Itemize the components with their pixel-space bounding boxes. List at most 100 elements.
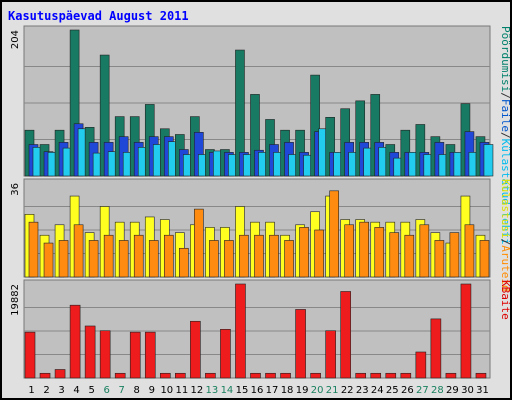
- x-tick-label: 5: [88, 385, 94, 396]
- bar-KBaite: [24, 331, 36, 379]
- x-tick-label: 26: [401, 385, 414, 396]
- x-tick-label: 15: [236, 385, 249, 396]
- bar-Aruteid: [73, 224, 84, 278]
- bar-Aruteid: [344, 224, 354, 278]
- bar-Aruteid: [434, 240, 445, 278]
- bar-KBaite: [175, 372, 186, 379]
- x-tick-label: 1: [28, 385, 34, 396]
- bar-KBaite: [370, 372, 382, 379]
- panel-legend: Külastusi/Aruteid: [499, 179, 512, 292]
- panel-mid: 36 Külastusi/Aruteid: [10, 178, 512, 292]
- panel-bottom: 19882 KBaite: [10, 279, 512, 379]
- bar-KBaite: [54, 369, 66, 379]
- y-tick-label: 36: [10, 183, 21, 196]
- x-tick-label: 3: [58, 385, 64, 396]
- bar-KBaite: [355, 372, 367, 379]
- x-tick-label: 8: [134, 385, 140, 396]
- bar-KBaite: [445, 372, 457, 379]
- bar-Aruteid: [43, 242, 54, 278]
- bar-Aruteid: [148, 240, 159, 278]
- bar-KBaite: [250, 372, 261, 379]
- bar-KBaite: [159, 372, 171, 379]
- bar-Aruteid: [224, 240, 234, 278]
- legend-entry: /: [499, 132, 512, 139]
- legend-entry: Aruteid: [499, 245, 512, 291]
- bar-KBaite: [310, 372, 321, 379]
- bar-Aruteid: [179, 247, 189, 278]
- y-tick-label: 19882: [10, 284, 21, 316]
- bar-Aruteid: [419, 224, 430, 278]
- bar-KBaite: [205, 372, 216, 379]
- bar-KBaite: [129, 331, 141, 379]
- x-tick-label: 4: [73, 385, 79, 396]
- bar-Aruteid: [254, 234, 264, 278]
- bar-Aruteid: [284, 240, 294, 278]
- legend-entry: KBaite: [499, 280, 512, 320]
- x-tick-label: 2: [43, 385, 49, 396]
- bar-Aruteid: [269, 234, 279, 278]
- bar-Aruteid: [194, 208, 204, 278]
- bar-KBaite: [385, 372, 397, 379]
- bar-KBaite: [84, 325, 96, 379]
- x-tick-label: 20: [311, 385, 324, 396]
- legend-entry: /: [499, 92, 512, 99]
- bar-KBaite: [220, 329, 231, 379]
- x-tick-label: 7: [119, 385, 125, 396]
- bar-Aruteid: [464, 224, 475, 278]
- bar-Aruteid: [28, 221, 39, 278]
- bar-KBaite: [99, 330, 111, 379]
- bar-Aruteid: [374, 227, 385, 278]
- bar-Külastatud lehti: [483, 144, 494, 177]
- bar-Aruteid: [314, 229, 324, 278]
- y-tick-label: 204: [10, 30, 21, 49]
- bar-KBaite: [39, 372, 51, 379]
- bar-Aruteid: [359, 221, 370, 278]
- bar-KBaite: [475, 372, 487, 379]
- chart-title: Kasutuspäevad August 2011: [8, 9, 189, 23]
- bar-KBaite: [295, 309, 306, 379]
- bar-Aruteid: [329, 190, 339, 278]
- x-tick-label: 18: [281, 385, 294, 396]
- x-tick-label: 28: [431, 385, 444, 396]
- bar-KBaite: [415, 351, 427, 379]
- bar-KBaite: [400, 372, 412, 379]
- bar-Aruteid: [103, 234, 114, 278]
- x-tick-label: 9: [149, 385, 155, 396]
- x-axis: 1 2 3 4 5 6 7 8 9 10 11 12 13 14 15 16 17 18 19 20 21 22 23 24 2…: [28, 385, 489, 396]
- panel-legend: Pöördumisi/Faile/Külastatud lehti: [499, 26, 512, 245]
- bar-Aruteid: [239, 234, 249, 278]
- bar-Aruteid: [479, 240, 490, 278]
- bar-KBaite: [460, 283, 472, 379]
- bar-Aruteid: [58, 240, 69, 278]
- x-tick-label: 22: [341, 385, 354, 396]
- bar-KBaite: [69, 304, 81, 379]
- legend-entry: Külastatud lehti: [499, 139, 512, 245]
- bar-Aruteid: [449, 232, 460, 278]
- bar-KBaite: [190, 320, 201, 379]
- x-tick-label: 16: [251, 385, 264, 396]
- x-tick-label: 12: [191, 385, 204, 396]
- bar-Aruteid: [404, 234, 415, 278]
- bar-KBaite: [144, 331, 156, 379]
- x-tick-label: 19: [296, 385, 309, 396]
- x-tick-label: 23: [356, 385, 369, 396]
- bar-Aruteid: [389, 232, 400, 278]
- legend-entry: Külastusi: [499, 179, 512, 239]
- x-tick-label: 31: [476, 385, 489, 396]
- bar-KBaite: [235, 283, 246, 379]
- bar-KBaite: [340, 291, 351, 379]
- bar-Aruteid: [88, 240, 99, 278]
- bar-KBaite: [114, 372, 126, 379]
- x-tick-label: 10: [160, 385, 173, 396]
- bar-KBaite: [280, 372, 291, 379]
- x-tick-label: 17: [266, 385, 279, 396]
- legend-entry: Faile: [499, 99, 512, 132]
- x-tick-label: 30: [461, 385, 474, 396]
- bar-KBaite: [265, 372, 276, 379]
- bar-Aruteid: [209, 240, 219, 278]
- panel-legend: KBaite: [499, 280, 512, 320]
- x-tick-label: 13: [206, 385, 219, 396]
- x-tick-label: 21: [326, 385, 339, 396]
